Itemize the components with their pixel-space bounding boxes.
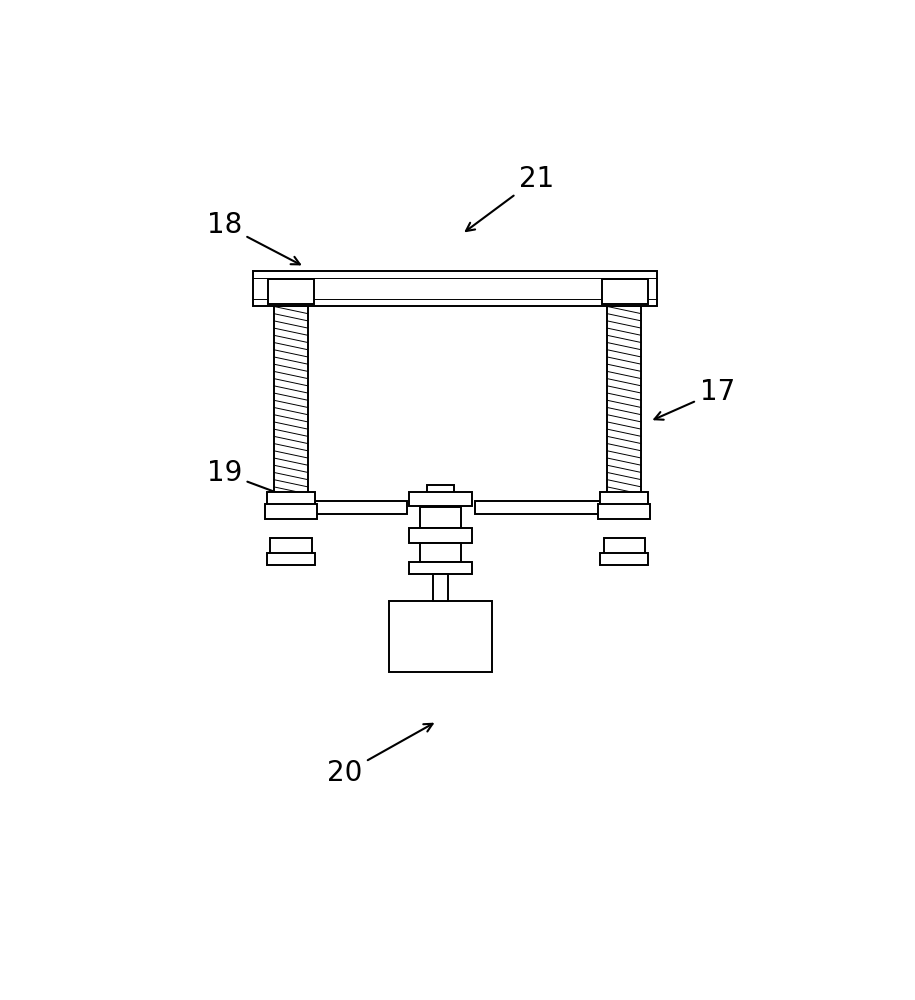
Bar (420, 543, 461, 562)
Text: 17: 17 (654, 378, 735, 420)
Bar (427, 485, 454, 501)
Bar (604, 538, 645, 555)
Bar (420, 507, 461, 528)
Bar (600, 553, 649, 565)
Bar (267, 553, 315, 565)
Bar (268, 279, 315, 304)
Text: 18: 18 (207, 211, 300, 264)
Text: 21: 21 (466, 165, 554, 231)
Bar (409, 528, 472, 543)
Bar (475, 501, 600, 514)
Bar (389, 601, 492, 672)
Bar (274, 306, 308, 509)
Bar (409, 562, 472, 574)
Text: 20: 20 (328, 724, 433, 787)
Bar (315, 501, 406, 514)
Bar (600, 492, 649, 505)
Bar (598, 504, 651, 519)
Bar (434, 574, 447, 601)
Bar (253, 271, 657, 306)
Bar (264, 504, 318, 519)
Bar (267, 492, 315, 505)
Bar (271, 538, 311, 555)
Text: 19: 19 (207, 459, 299, 502)
Bar (608, 306, 641, 509)
Bar (409, 492, 472, 506)
Bar (601, 279, 648, 304)
